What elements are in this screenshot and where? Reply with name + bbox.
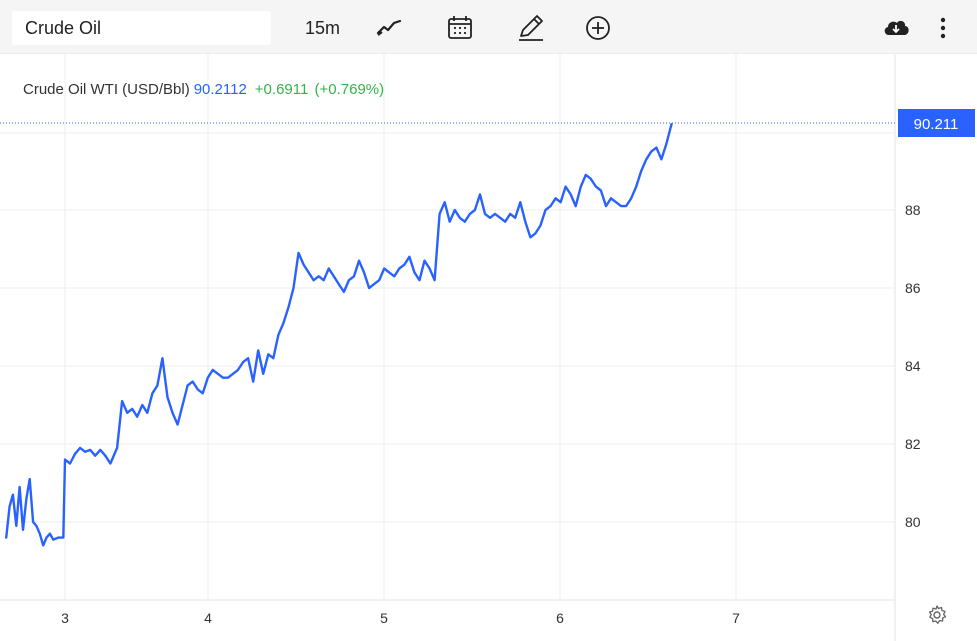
pencil-icon[interactable] [516, 13, 546, 43]
y-tick-label: 86 [905, 280, 921, 296]
line-chart-icon[interactable] [374, 13, 404, 43]
more-vertical-icon[interactable] [928, 13, 958, 43]
legend-price: 90.2112 [193, 81, 247, 98]
plot-background [0, 54, 895, 600]
x-tick-label: 5 [380, 610, 388, 626]
x-tick-label: 7 [732, 610, 740, 626]
instrument-name: Crude Oil WTI (USD/Bbl) [23, 81, 190, 98]
x-tick-label: 4 [204, 610, 212, 626]
calendar-icon[interactable] [445, 13, 475, 43]
cloud-download-icon[interactable] [881, 13, 911, 43]
y-tick-label: 82 [905, 436, 921, 452]
y-tick-label: 80 [905, 514, 921, 530]
price-line [4, 122, 673, 547]
last-price-label: 90.211 [914, 116, 959, 133]
y-tick-label: 88 [905, 202, 921, 218]
settings-gear-icon[interactable] [926, 604, 948, 626]
legend-change-pct: (+0.769%) [314, 81, 385, 98]
interval-selector[interactable]: 15m [305, 18, 341, 38]
toolbar: Crude Oil 15m [0, 0, 977, 54]
last-price-tag [898, 109, 975, 137]
x-tick-label: 6 [556, 610, 564, 626]
symbol-search-input[interactable]: Crude Oil [12, 11, 271, 45]
x-tick-label: 3 [61, 610, 69, 626]
y-tick-label: 84 [905, 358, 921, 374]
chart-legend: Crude Oil WTI (USD/Bbl) 90.2112 +0.6911 (+… [23, 81, 384, 98]
add-circle-icon[interactable] [583, 13, 613, 43]
legend-change: +0.6911 [254, 81, 309, 98]
